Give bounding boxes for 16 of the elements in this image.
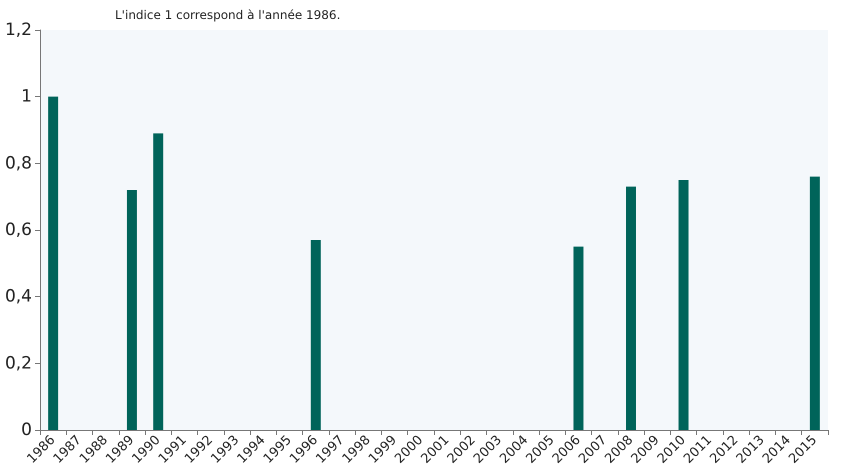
y-tick-label: 1,2 xyxy=(4,20,32,40)
bar xyxy=(310,240,321,430)
bar xyxy=(626,186,636,430)
bar xyxy=(678,180,689,430)
bar xyxy=(573,246,584,430)
bar xyxy=(810,176,820,430)
y-tick-label: 0,2 xyxy=(4,353,32,374)
y-tick-label: 0,6 xyxy=(4,220,32,240)
bar xyxy=(126,190,137,430)
y-tick-label: 1 xyxy=(21,86,32,107)
y-tick-label: 0,4 xyxy=(4,286,32,307)
bar xyxy=(48,96,58,430)
chart-subtitle: L'indice 1 correspond à l'année 1986. xyxy=(115,8,340,22)
y-tick-label: 0 xyxy=(21,420,32,440)
y-tick-label: 0,8 xyxy=(4,153,32,174)
bar xyxy=(153,133,164,430)
